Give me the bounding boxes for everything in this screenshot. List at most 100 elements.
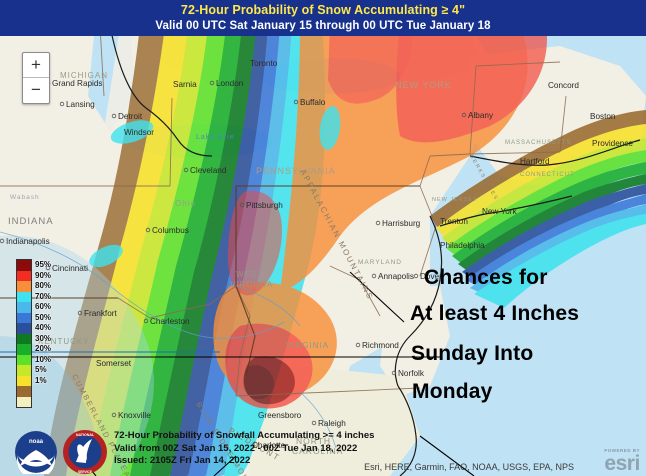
map-city-dot (371, 273, 377, 279)
legend-swatch-50% (17, 312, 31, 323)
map-city-dot (0, 238, 5, 244)
legend-label-5: 5% (35, 365, 47, 374)
map-city-label: New York (482, 207, 517, 216)
map-city-dot (145, 227, 151, 233)
zoom-out-button[interactable]: − (31, 80, 41, 99)
map-city-dot (413, 273, 419, 279)
map-city-dot (77, 310, 83, 316)
map-city-label: Charleston (150, 317, 190, 326)
map-state-label: Ohio (175, 199, 196, 208)
legend-label-40: 40% (35, 323, 52, 332)
annotation-line-1: Chances for (424, 266, 548, 289)
legend-swatch-40% (17, 323, 31, 334)
map-state-label: CAROLINA (292, 446, 343, 456)
legend-label-90: 90% (35, 270, 52, 280)
svg-text:noaa: noaa (29, 439, 44, 445)
map-state-label: KENTUCKY (38, 337, 90, 346)
map-header: 72-Hour Probability of Snow Accumulating… (0, 0, 646, 36)
legend-label-20: 20% (35, 344, 52, 353)
map-city-dot (461, 112, 467, 118)
legend-swatch-30% (17, 333, 31, 344)
noaa-logo: noaa (15, 431, 57, 474)
esri-wordmark: esri (604, 452, 640, 475)
footer-text-block: 72-Hour Probability of Snowfall Accumula… (114, 430, 374, 468)
map-city-label: Norfolk (398, 369, 425, 378)
legend-swatch-95% (17, 260, 31, 271)
legend-label-10: 10% (35, 354, 52, 364)
map-city-dot (293, 99, 299, 105)
map-city-label: Concord (548, 81, 579, 90)
legend-label-1: 1% (35, 375, 47, 385)
map-attribution: Esri, HERE, Garmin, FAO, NOAA, USGS, EPA… (364, 462, 574, 472)
map-city-label: Somerset (96, 359, 132, 368)
legend-color-bars (16, 259, 32, 408)
map-city-label: Boston (590, 112, 616, 121)
map-state-label: Wabash (10, 194, 40, 201)
map-canvas[interactable]: INDIANA PENNSYLVANIA NEW YORK Ohio WEST VIRGI… (0, 36, 646, 476)
map-city-label: Charlotte (252, 441, 286, 450)
map-city-label: Richmond (362, 341, 399, 350)
map-city-label: Dover (420, 272, 442, 281)
map-city-label: Grand Rapids (52, 79, 103, 88)
footer-line-3: Issued: 2105Z Fri Jan 14, 2022 (114, 455, 251, 466)
map-state-label: INDIANA (8, 216, 54, 227)
legend-swatch-5% (17, 365, 31, 376)
map-city-label: Lansing (66, 100, 95, 109)
legend-swatch-70% (17, 291, 31, 302)
map-city-label: Providence (592, 139, 633, 148)
map-city-label: London (216, 79, 244, 88)
map-city-dot (111, 412, 117, 418)
header-title: 72-Hour Probability of Snow Accumulating… (180, 3, 466, 17)
legend-swatch-1% (17, 375, 31, 386)
esri-powered-by-label: POWERED BY (604, 448, 640, 453)
map-city-label: Knoxville (118, 411, 151, 420)
map-city-label: Pittsburgh (246, 201, 283, 210)
map-city-dot (239, 202, 245, 208)
map-state-label: VIRGINIA (286, 341, 329, 350)
footer-line-2: Valid from 00Z Sat Jan 15, 2022 - 00Z Tu… (114, 442, 358, 454)
annotation-line-2: At least 4 Inches (410, 302, 580, 325)
map-city-label: Annapolis (378, 272, 414, 281)
map-city-label: Toronto (250, 59, 278, 68)
legend-swatch-90% (17, 270, 31, 281)
map-city-label: Trenton (440, 217, 468, 226)
map-state-label: CONNECTICUT (520, 172, 575, 178)
svg-text:SERVICE: SERVICE (78, 470, 92, 474)
map-state-label: MASSACHUSETTS (505, 140, 571, 146)
legend-labels: 95% 90% 80% 70% 60% 50% 40% 30% 20% 10% 5% 1% (32, 259, 66, 408)
map-city-dot (311, 420, 317, 426)
map-city-label: Philadelphia (440, 241, 485, 250)
legend-label-60: 60% (35, 302, 52, 311)
map-state-label: MARYLAND (358, 259, 402, 266)
map-city-label: Cleveland (190, 166, 227, 175)
legend-label-50: 50% (35, 312, 52, 322)
map-city-dot (391, 370, 397, 376)
legend-label-70: 70% (35, 291, 52, 301)
map-city-label: Buffalo (300, 98, 326, 107)
zoom-in-button[interactable]: + (31, 55, 41, 74)
zoom-control[interactable]: + − (22, 52, 50, 104)
annotation-line-3: Sunday Into (411, 342, 534, 365)
map-city-dot (59, 101, 65, 107)
map-city-label: Harrisburg (382, 219, 421, 228)
map-state-label: MICHIGAN (60, 71, 108, 80)
map-city-dot (143, 318, 149, 324)
map-city-dot (355, 342, 361, 348)
legend-label-30: 30% (35, 333, 52, 343)
map-city-label: Raleigh (318, 419, 346, 428)
map-city-dot (111, 113, 117, 119)
nws-logo: NATIONAL SERVICE (63, 430, 107, 474)
map-state-label: NEW YORK (395, 80, 452, 90)
legend-swatch-20% (17, 344, 31, 355)
esri-logo[interactable]: POWERED BY esri (604, 448, 640, 474)
map-city-label: Cincinnati (52, 264, 88, 273)
map-city-label: Greensboro (258, 411, 302, 420)
map-city-dot (209, 80, 215, 86)
map-city-label: Indianapolis (6, 237, 50, 246)
legend-swatch-base (17, 386, 31, 397)
legend-swatch-60% (17, 302, 31, 313)
map-city-dot (45, 265, 51, 271)
legend-swatch-base (17, 396, 31, 407)
legend-swatch-80% (17, 281, 31, 292)
